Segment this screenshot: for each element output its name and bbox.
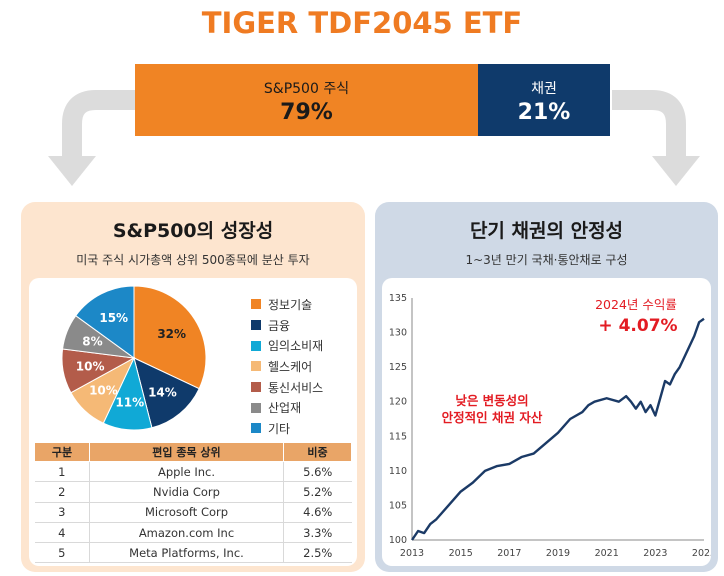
legend-item: 임의소비재 — [251, 335, 323, 356]
table-row: 1 Apple Inc. 5.6% — [34, 461, 352, 483]
y-tick-label: 115 — [389, 431, 407, 442]
rank-cell: 4 — [34, 522, 90, 544]
bond-panel-content: 100 105 110 115 120 125 130 135 2013 2015 2017 2019… — [382, 278, 711, 566]
right-curved-arrow-icon — [612, 90, 700, 186]
stock-allocation: S&P500 주식 79% — [135, 64, 478, 136]
legend-swatch — [251, 382, 261, 393]
holding-cell: Amazon.com Inc — [89, 522, 284, 544]
pie-slice-label: 32% — [157, 327, 186, 341]
bond-panel: 단기 채권의 안정성 1~3년 만기 국채·통안채로 구성 100 105 110 1… — [375, 202, 718, 572]
legend-swatch — [251, 402, 261, 413]
rank-cell: 1 — [34, 461, 90, 483]
rank-cell: 5 — [34, 542, 90, 564]
bond-allocation: 채권 21% — [478, 64, 610, 136]
legend-item: 산업재 — [251, 397, 323, 418]
y-tick-label: 130 — [389, 328, 407, 339]
bond-panel-title: 단기 채권의 안정성 — [469, 220, 624, 242]
y-tick-label: 125 — [389, 362, 407, 373]
weight-cell: 2.5% — [283, 542, 352, 564]
annotation-line-2: 안정적인 채권 자산 — [442, 410, 543, 425]
top-holdings-table: 구분 편입 종목 상위 비중 1 Apple Inc. 5.6% 2 Nvidi… — [34, 442, 352, 564]
x-tick-label: 2023 — [643, 548, 667, 559]
y-tick-label: 110 — [389, 466, 407, 477]
annotation-line-1: 낮은 변동성의 — [455, 393, 528, 408]
legend-item: 기타 — [251, 418, 323, 439]
left-curved-arrow-icon — [48, 90, 135, 186]
pie-slice-label: 10% — [89, 384, 118, 398]
rank-cell: 2 — [34, 481, 90, 503]
x-tick-label: 2013 — [400, 548, 424, 559]
y-tick-label: 105 — [389, 500, 407, 511]
holding-cell: Microsoft Corp — [89, 502, 284, 523]
legend-item: 정보기술 — [251, 294, 323, 315]
table-row: 2 Nvidia Corp 5.2% — [34, 481, 352, 503]
y-tick-label: 135 — [389, 293, 407, 304]
legend-label: 정보기술 — [268, 297, 313, 312]
sp500-panel-title: S&P500의 성장성 — [112, 220, 274, 242]
sp500-panel: S&P500의 성장성 미국 주식 시가총액 상위 500종목에 분산 투자 3… — [21, 202, 365, 572]
sector-pie-chart: 32%14%11%10%10%8%15% — [61, 285, 207, 431]
weight-cell: 5.6% — [283, 461, 352, 483]
sp500-panel-content: 32% 14% 11% 10% 10% 8% 15% 정보기술 금융 임의소비재 헬스케어 통신서비… — [29, 278, 357, 566]
return-value: + 4.07% — [598, 316, 677, 336]
holding-cell: Meta Platforms, Inc. — [89, 542, 284, 564]
weight-cell: 4.6% — [283, 502, 352, 523]
bond-panel-subtitle: 1~3년 만기 국채·통안채로 구성 — [465, 253, 628, 267]
table-row: 5 Meta Platforms, Inc. 2.5% — [34, 542, 352, 564]
pie-slice-label: 11% — [115, 395, 144, 409]
holding-cell: Apple Inc. — [89, 461, 284, 483]
y-tick-label: 120 — [389, 397, 407, 408]
legend-swatch — [251, 320, 261, 331]
header-holding: 편입 종목 상위 — [89, 442, 284, 462]
stock-allocation-percent: 79% — [280, 100, 333, 125]
pie-slice-label: 10% — [76, 359, 105, 373]
weight-cell: 3.3% — [283, 522, 352, 544]
legend-swatch — [251, 299, 261, 310]
legend-item: 금융 — [251, 315, 323, 336]
header-weight: 비중 — [283, 442, 352, 462]
x-tick-label: 2017 — [497, 548, 521, 559]
weight-cell: 5.2% — [283, 481, 352, 503]
legend-label: 기타 — [268, 421, 291, 436]
pie-slice-label: 8% — [82, 335, 102, 349]
bond-index-line-chart: 100 105 110 115 120 125 130 135 2013 2015 2017 2019… — [389, 293, 711, 559]
legend-swatch — [251, 423, 261, 434]
legend-label: 헬스케어 — [268, 359, 313, 374]
x-tick-label: 2025 — [692, 548, 711, 559]
rank-cell: 3 — [34, 502, 90, 523]
stock-allocation-label: S&P500 주식 — [263, 81, 350, 97]
legend-swatch — [251, 361, 261, 372]
legend-label: 임의소비재 — [268, 339, 324, 354]
pie-slice-7 — [75, 285, 135, 359]
legend-item: 통신서비스 — [251, 377, 323, 398]
legend-item: 헬스케어 — [251, 356, 323, 377]
legend-label: 산업재 — [268, 401, 302, 416]
table-row: 3 Microsoft Corp 4.6% — [34, 502, 352, 523]
page-title: TIGER TDF2045 ETF — [201, 6, 523, 40]
pie-slice-label: 15% — [99, 311, 128, 325]
legend-label: 금융 — [268, 318, 291, 333]
y-tick-label: 100 — [389, 535, 407, 546]
legend-swatch — [251, 340, 261, 351]
table-header-row: 구분 편입 종목 상위 비중 — [34, 442, 352, 462]
pie-slice-label: 14% — [148, 385, 177, 399]
legend-label: 통신서비스 — [268, 380, 324, 395]
holding-cell: Nvidia Corp — [89, 481, 284, 503]
bond-allocation-percent: 21% — [517, 100, 571, 125]
pie-slice-2 — [133, 357, 200, 429]
x-tick-label: 2015 — [449, 548, 473, 559]
table-row: 4 Amazon.com Inc 3.3% — [34, 522, 352, 544]
header-rank: 구분 — [34, 442, 90, 462]
bond-index-series-line — [411, 317, 705, 541]
sp500-panel-subtitle: 미국 주식 시가총액 상위 500종목에 분산 투자 — [76, 253, 310, 267]
x-tick-label: 2021 — [595, 548, 619, 559]
pie-slice-1 — [133, 285, 207, 390]
allocation-bar: S&P500 주식 79% 채권 21% — [135, 64, 610, 136]
return-label: 2024년 수익률 — [595, 297, 677, 312]
x-tick-label: 2019 — [546, 548, 570, 559]
bond-allocation-label: 채권 — [531, 81, 557, 97]
